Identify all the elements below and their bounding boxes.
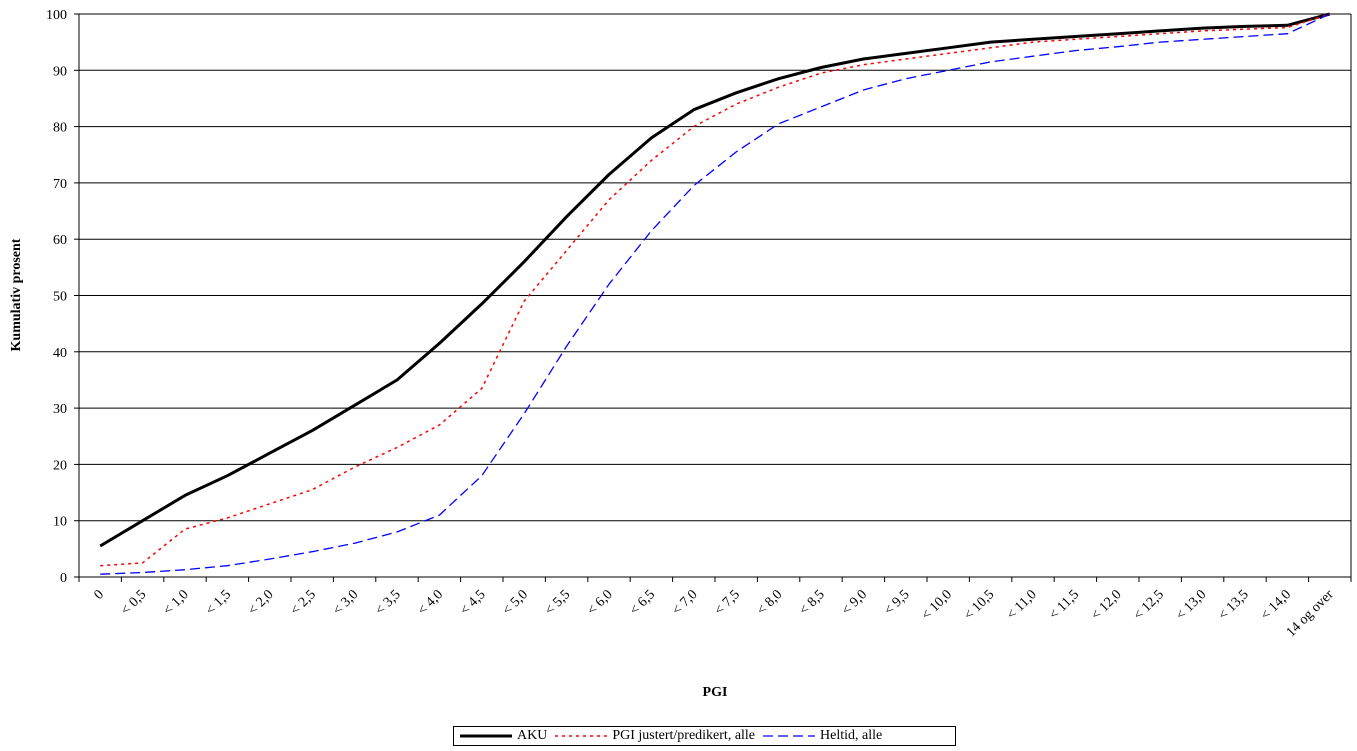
x-tick-label: < 13,0 <box>1173 587 1209 623</box>
y-tick-label: 30 <box>53 402 67 417</box>
y-tick-label: 100 <box>46 8 67 23</box>
legend-swatch <box>460 734 512 738</box>
legend-item: AKU <box>458 727 547 745</box>
x-tick-label: < 4,0 <box>415 587 446 618</box>
legend: AKU PGI justert/predikert, alle Heltid, al… <box>453 726 956 746</box>
y-tick-label: 40 <box>53 346 67 361</box>
y-tick-label: 10 <box>53 515 67 530</box>
x-tick-label: < 9,5 <box>882 587 913 618</box>
x-tick-label: < 2,0 <box>246 587 277 618</box>
x-tick-label: < 3,0 <box>330 587 361 618</box>
y-tick-label: 20 <box>53 458 67 473</box>
x-tick-label: < 8,0 <box>754 587 785 618</box>
x-tick-label: < 2,5 <box>288 587 319 618</box>
legend-swatch <box>555 735 608 737</box>
series-line-aku <box>99 12 1331 548</box>
x-tick-label: < 0,5 <box>118 587 149 618</box>
x-tick-label: < 5,5 <box>542 587 573 618</box>
legend-label: AKU <box>517 728 548 743</box>
x-tick-label: < 11,0 <box>1004 587 1040 623</box>
legend-item: PGI justert/predikert, alle <box>553 727 755 745</box>
x-tick-label: < 4,5 <box>458 587 489 618</box>
x-tick-label: < 7,0 <box>670 587 701 618</box>
gridlines <box>78 13 1352 578</box>
x-axis-label: PGI <box>703 685 728 700</box>
x-tick-label: 0 <box>91 587 107 603</box>
y-tick-label: 60 <box>53 233 67 248</box>
x-tick-label: < 1,0 <box>161 587 192 618</box>
x-axis-ticks: 0 < 0,5 < 1,0 < 1,5 < 2,0 < 2,5 < 3,0 < 3,5 < 4,… <box>78 577 1352 640</box>
series-line-pgi-justert-predikert-alle <box>100 13 1331 567</box>
x-tick-label: < 9,0 <box>839 587 870 618</box>
legend-label: Heltid, alle <box>820 728 883 743</box>
legend-item: Heltid, alle <box>761 727 882 745</box>
x-tick-label: < 12,5 <box>1131 587 1167 623</box>
x-tick-label: < 8,5 <box>797 587 828 618</box>
x-tick-label: 14 og over <box>1284 587 1337 640</box>
x-tick-label: < 11,5 <box>1047 587 1083 623</box>
y-tick-label: 80 <box>53 121 67 136</box>
x-tick-label: < 7,5 <box>712 587 743 618</box>
series-lines <box>99 12 1331 575</box>
legend-swatch <box>763 735 816 737</box>
x-tick-label: < 5,0 <box>500 587 531 618</box>
x-tick-label: < 12,0 <box>1089 587 1125 623</box>
x-tick-label: < 10,0 <box>919 587 955 623</box>
x-tick-label: < 3,5 <box>373 587 404 618</box>
legend-label: PGI justert/predikert, alle <box>612 728 756 743</box>
x-tick-label: < 13,5 <box>1216 587 1252 623</box>
y-tick-label: 70 <box>53 177 67 192</box>
x-tick-label: < 6,5 <box>627 587 658 618</box>
y-tick-label: 0 <box>60 571 67 586</box>
x-tick-label: < 14,0 <box>1258 587 1294 623</box>
y-tick-label: 90 <box>53 64 67 79</box>
y-axis-label: Kumulativ prosent <box>9 238 24 351</box>
y-axis-ticks: 0 10 20 30 40 50 60 70 80 90 100 <box>46 8 79 586</box>
x-tick-label: < 1,5 <box>203 587 234 618</box>
x-tick-label: < 6,0 <box>585 587 616 618</box>
x-tick-label: < 10,5 <box>961 587 997 623</box>
y-tick-label: 50 <box>53 290 67 305</box>
